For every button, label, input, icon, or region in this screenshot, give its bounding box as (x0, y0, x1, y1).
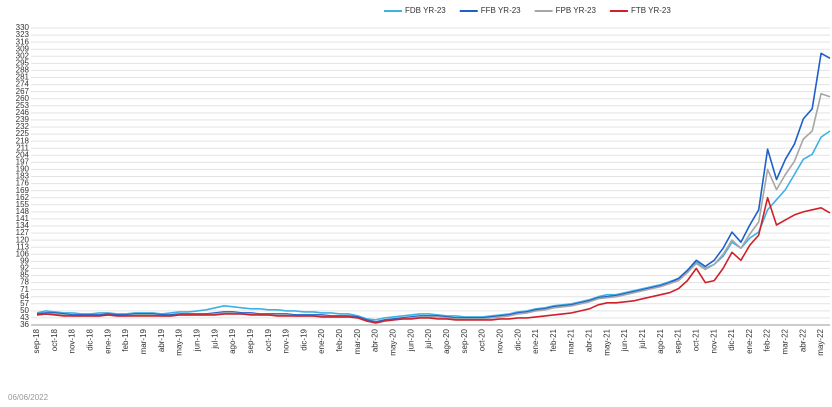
y-tick-label: 106 (16, 249, 30, 258)
y-tick-label: 141 (16, 214, 30, 223)
y-tick-label: 176 (16, 179, 30, 188)
x-tick-label: nov-21 (709, 328, 718, 353)
x-tick-label: jun-21 (620, 328, 629, 352)
series-line (36, 92, 831, 324)
x-tick-label: abr-21 (585, 328, 594, 352)
series-line (36, 196, 831, 324)
x-tick-label: may-19 (175, 328, 184, 355)
y-tick-label: 281 (16, 73, 30, 82)
x-tick-label: feb-21 (549, 328, 558, 351)
legend-label: FDB YR-23 (405, 6, 446, 15)
x-tick-label: mar-19 (139, 328, 148, 354)
legend-label: FPB YR-23 (556, 6, 597, 15)
y-tick-label: 92 (20, 264, 29, 273)
y-tick-label: 78 (20, 278, 29, 287)
x-tick-label: abr-22 (798, 328, 807, 352)
x-tick-label: sep-18 (32, 328, 41, 353)
x-tick-label: may-21 (602, 328, 611, 355)
x-tick-label: sep-21 (674, 328, 683, 353)
y-tick-label: 85 (20, 271, 29, 280)
y-tick-label: 295 (16, 58, 30, 67)
x-tick-label: ene-22 (745, 328, 754, 353)
y-tick-label: 239 (16, 115, 30, 124)
x-tick-label: dic-18 (86, 328, 95, 350)
y-tick-label: 71 (20, 285, 29, 294)
x-tick-label: oct-18 (50, 328, 59, 351)
x-tick-label: ene-20 (317, 328, 326, 353)
y-tick-label: 190 (16, 165, 30, 174)
x-tick-label: nov-19 (282, 328, 291, 353)
y-tick-label: 316 (16, 37, 30, 46)
x-tick-label: jun-20 (406, 328, 415, 352)
y-tick-label: 99 (20, 256, 29, 265)
footer-date: 06/06/2022 (8, 393, 49, 402)
y-tick-label: 43 (20, 313, 29, 322)
x-tick-label: ago-19 (228, 328, 237, 353)
x-tick-label: may-20 (389, 328, 398, 355)
x-tick-label: feb-20 (335, 328, 344, 351)
x-tick-label: mar-22 (781, 328, 790, 354)
x-tick-label: oct-20 (478, 328, 487, 351)
x-tick-label: ene-19 (103, 328, 112, 353)
x-tick-label: mar-21 (567, 328, 576, 354)
y-tick-label: 148 (16, 207, 30, 216)
x-tick-label: abr-20 (371, 328, 380, 352)
y-tick-label: 113 (16, 242, 29, 251)
y-tick-label: 260 (16, 94, 30, 103)
x-tick-label: sep-20 (460, 328, 469, 353)
y-tick-label: 197 (16, 157, 30, 166)
x-tick-label: may-22 (816, 328, 825, 355)
y-tick-label: 253 (16, 101, 30, 110)
x-tick-label: dic-21 (727, 328, 736, 350)
x-tick-label: ago-20 (442, 328, 451, 353)
y-tick-label: 57 (20, 299, 29, 308)
y-tick-label: 64 (20, 292, 29, 301)
y-tick-label: 330 (16, 23, 30, 32)
x-tick-label: feb-19 (121, 328, 130, 351)
y-tick-label: 127 (16, 228, 30, 237)
y-tick-label: 204 (16, 150, 30, 159)
series-line (36, 52, 831, 323)
legend-label: FFB YR-23 (481, 6, 521, 15)
x-tick-label: ene-21 (531, 328, 540, 353)
x-tick-label: jun-19 (192, 328, 201, 352)
y-tick-label: 50 (20, 306, 29, 315)
y-tick-label: 169 (16, 186, 30, 195)
y-tick-label: 232 (16, 122, 30, 131)
y-tick-label: 246 (16, 108, 30, 117)
x-tick-label: jul-21 (638, 328, 647, 349)
series-line (36, 130, 831, 321)
x-tick-label: jul-20 (424, 328, 433, 349)
y-tick-label: 36 (20, 320, 29, 329)
y-tick-label: 134 (16, 221, 30, 230)
x-tick-label: jul-19 (210, 328, 219, 349)
x-tick-label: sep-19 (246, 328, 255, 353)
x-tick-label: nov-18 (68, 328, 77, 353)
x-tick-label: nov-20 (495, 328, 504, 353)
y-tick-label: 218 (16, 136, 30, 145)
y-tick-label: 267 (16, 87, 30, 96)
y-tick-label: 211 (16, 143, 29, 152)
x-tick-label: dic-19 (299, 328, 308, 350)
x-tick-label: ago-21 (656, 328, 665, 353)
y-tick-label: 183 (16, 172, 30, 181)
y-tick-label: 120 (16, 235, 30, 244)
y-tick-label: 225 (16, 129, 30, 138)
y-tick-label: 302 (16, 51, 30, 60)
y-tick-label: 155 (16, 200, 30, 209)
x-tick-label: abr-19 (157, 328, 166, 352)
x-tick-label: oct-19 (264, 328, 273, 351)
y-tick-label: 274 (16, 80, 30, 89)
legend-label: FTB YR-23 (631, 6, 671, 15)
y-tick-label: 162 (16, 193, 30, 202)
y-tick-label: 309 (16, 44, 30, 53)
x-tick-label: dic-20 (513, 328, 522, 350)
y-tick-label: 288 (16, 66, 30, 75)
y-tick-label: 323 (16, 30, 30, 39)
x-tick-label: mar-20 (353, 328, 362, 354)
x-tick-label: oct-21 (691, 328, 700, 351)
x-tick-label: feb-22 (763, 328, 772, 351)
